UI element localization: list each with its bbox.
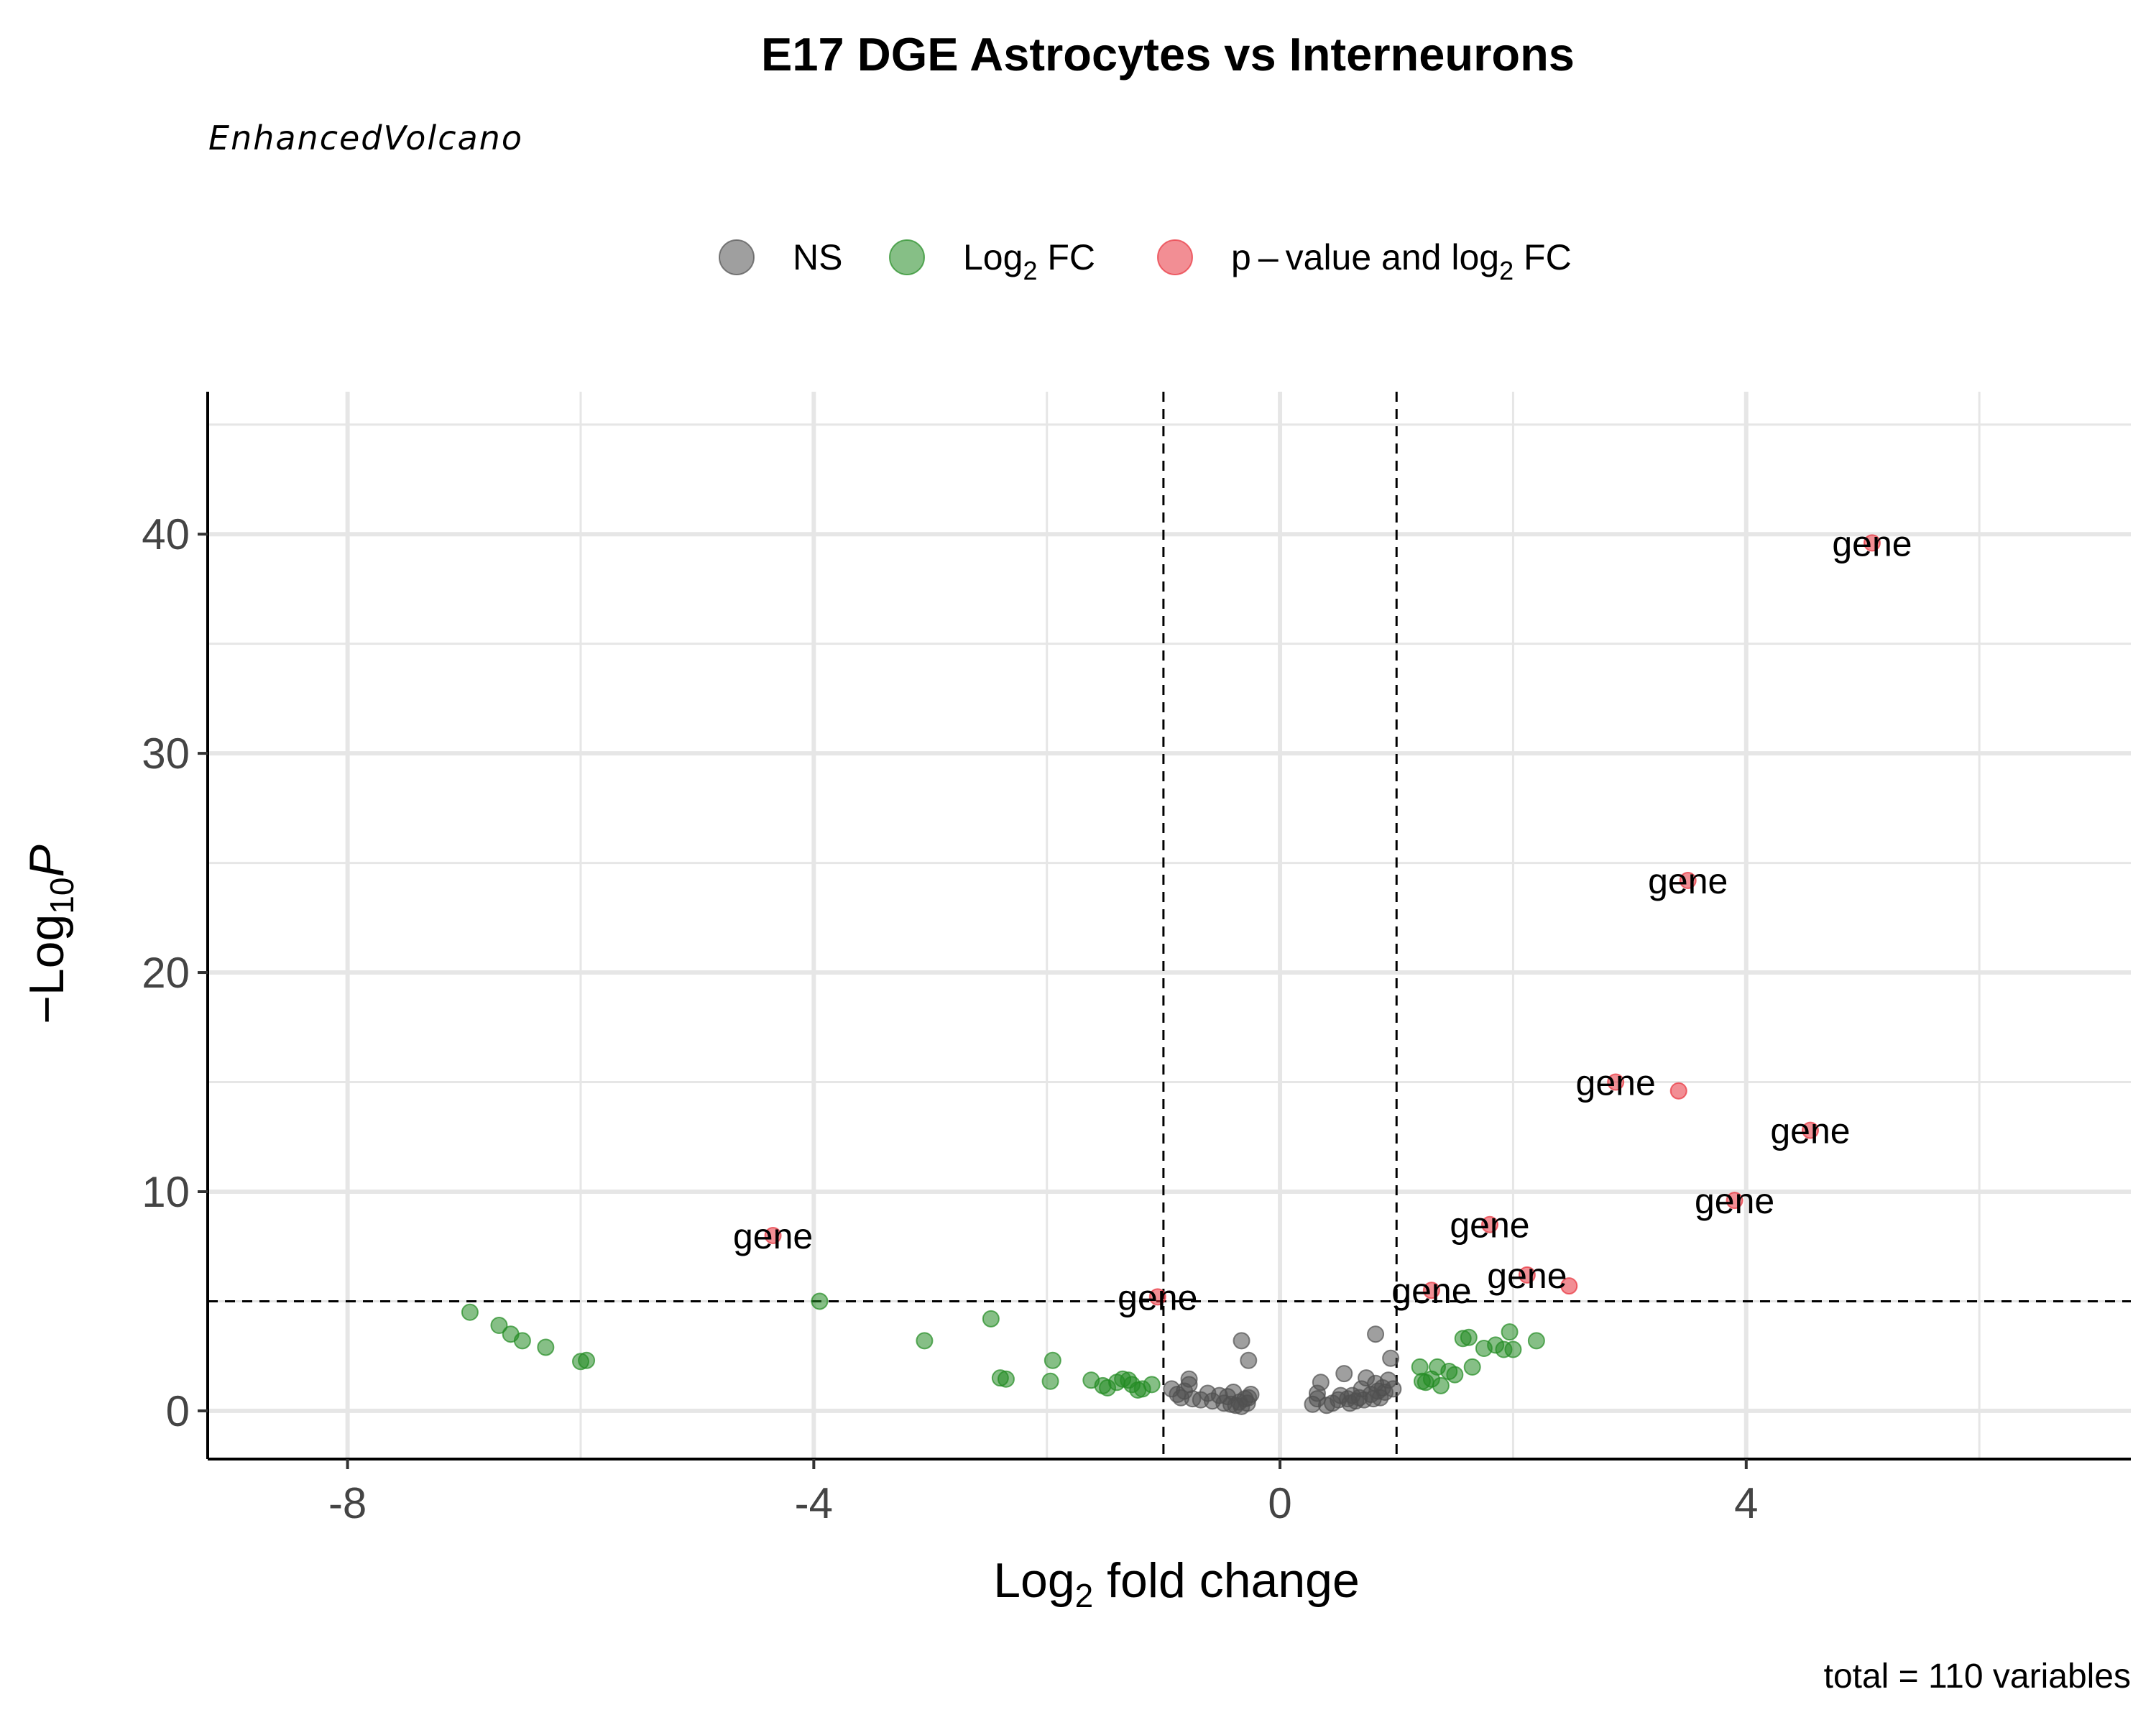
point-label: gene (1695, 1181, 1774, 1221)
x-tick-label: -8 (328, 1479, 367, 1527)
data-point (916, 1332, 934, 1350)
data-point (1669, 1082, 1687, 1100)
data-point (1044, 1351, 1061, 1369)
data-point (1460, 1328, 1478, 1346)
x-axis-title: Log2 fold change (993, 1553, 1360, 1614)
chart-caption: total = 110 variables (1824, 1657, 2131, 1696)
data-point (982, 1310, 1000, 1328)
data-point (811, 1292, 829, 1310)
grid (208, 392, 2131, 1459)
legend: NS Log2 FC p – value and log2 FC (719, 237, 1572, 285)
point-label: gene (1832, 523, 1912, 564)
point-label: gene (1576, 1063, 1656, 1103)
y-tick-label: 20 (142, 949, 190, 997)
point-label: gene (733, 1216, 813, 1256)
point-label: gene (1118, 1277, 1197, 1317)
data-point (1432, 1376, 1450, 1394)
data-point (1242, 1386, 1260, 1404)
legend-marker (719, 239, 755, 275)
data-point (1335, 1365, 1353, 1383)
data-point (1422, 1282, 1440, 1300)
data-point (1312, 1374, 1330, 1392)
data-point (1527, 1332, 1545, 1350)
legend-item: p – value and log2 FC (1157, 237, 1572, 285)
data-point (490, 1316, 508, 1334)
y-tick-label: 0 (166, 1387, 190, 1435)
legend-label: Log2 FC (963, 237, 1095, 285)
point-label: gene (1648, 861, 1728, 901)
data-point (1041, 1372, 1059, 1390)
data-point (1148, 1288, 1166, 1306)
data-point (578, 1351, 596, 1369)
data-point (1504, 1340, 1522, 1358)
data-point (997, 1370, 1015, 1388)
data-point (513, 1332, 531, 1350)
data-point (537, 1338, 555, 1356)
data-point (1411, 1358, 1429, 1376)
legend-marker (1157, 239, 1193, 275)
data-point (764, 1226, 782, 1244)
data-point (1143, 1376, 1161, 1394)
legend-label: NS (793, 237, 842, 277)
x-tick-label: 4 (1734, 1479, 1758, 1527)
data-point (1463, 1358, 1481, 1376)
data-point (1180, 1370, 1198, 1388)
data-point (1802, 1121, 1819, 1139)
data-point (1240, 1351, 1258, 1369)
data-point (1679, 871, 1697, 889)
data-point (1560, 1277, 1578, 1295)
y-tick-label: 10 (142, 1168, 190, 1216)
y-tick-label: 30 (142, 730, 190, 778)
x-tick-label: -4 (795, 1479, 833, 1527)
cutoff-lines (208, 392, 2131, 1459)
plot-area: genegenegenegenegenegenegenegenegenegene… (142, 392, 2131, 1527)
data-point (1446, 1366, 1464, 1384)
y-axis-title: −Log10P (19, 845, 80, 1024)
point-label: gene (1770, 1111, 1850, 1151)
point-label: gene (1391, 1271, 1471, 1311)
data-point (1501, 1323, 1519, 1341)
point-label: gene (1487, 1256, 1567, 1296)
data-point (1726, 1192, 1743, 1210)
data-point (1367, 1325, 1385, 1343)
data-point (1233, 1332, 1250, 1350)
chart-title: E17 DGE Astrocytes vs Interneurons (761, 28, 1575, 80)
data-point (1607, 1073, 1625, 1091)
y-tick-label: 40 (142, 510, 190, 558)
point-labels: gene gene gene gene gene gene gene gene gene gene (733, 523, 1912, 1317)
chart-subtitle: EnhancedVolcano (208, 119, 523, 157)
data-point (1382, 1349, 1400, 1367)
legend-label: p – value and log2 FC (1231, 237, 1572, 285)
legend-marker (889, 239, 925, 275)
data-point (1481, 1215, 1498, 1233)
legend-item: Log2 FC (889, 237, 1095, 285)
data-point (1863, 534, 1881, 552)
data-point (1384, 1380, 1402, 1398)
point-label: gene (1450, 1205, 1529, 1246)
legend-item: NS (719, 237, 842, 277)
x-tick-label: 0 (1268, 1479, 1291, 1527)
data-point (461, 1303, 479, 1321)
data-points (461, 534, 1881, 1415)
data-point (1518, 1266, 1536, 1284)
